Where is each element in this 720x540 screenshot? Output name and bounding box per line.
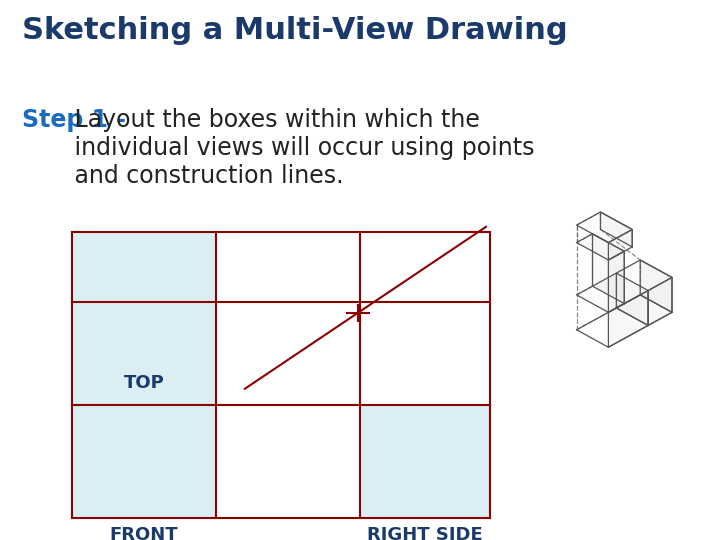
- Polygon shape: [608, 251, 624, 312]
- Polygon shape: [608, 230, 632, 260]
- Bar: [72, 405, 216, 518]
- Text: Layout the boxes within which the
       individual views will occur using point: Layout the boxes within which the indivi…: [22, 108, 534, 187]
- Polygon shape: [577, 212, 632, 242]
- Text: Sketching a Multi-View Drawing: Sketching a Multi-View Drawing: [22, 16, 567, 45]
- Text: FRONT: FRONT: [109, 526, 179, 540]
- Polygon shape: [577, 260, 672, 312]
- Polygon shape: [616, 273, 648, 326]
- Polygon shape: [593, 234, 624, 303]
- Text: Step 1 -: Step 1 -: [22, 108, 134, 132]
- Text: RIGHT SIDE: RIGHT SIDE: [367, 526, 482, 540]
- Polygon shape: [648, 278, 672, 326]
- Polygon shape: [600, 212, 632, 247]
- Text: TOP: TOP: [124, 374, 164, 391]
- Bar: [72, 232, 216, 405]
- Polygon shape: [577, 234, 624, 260]
- Polygon shape: [608, 291, 648, 347]
- Polygon shape: [640, 260, 672, 312]
- Bar: [360, 405, 490, 518]
